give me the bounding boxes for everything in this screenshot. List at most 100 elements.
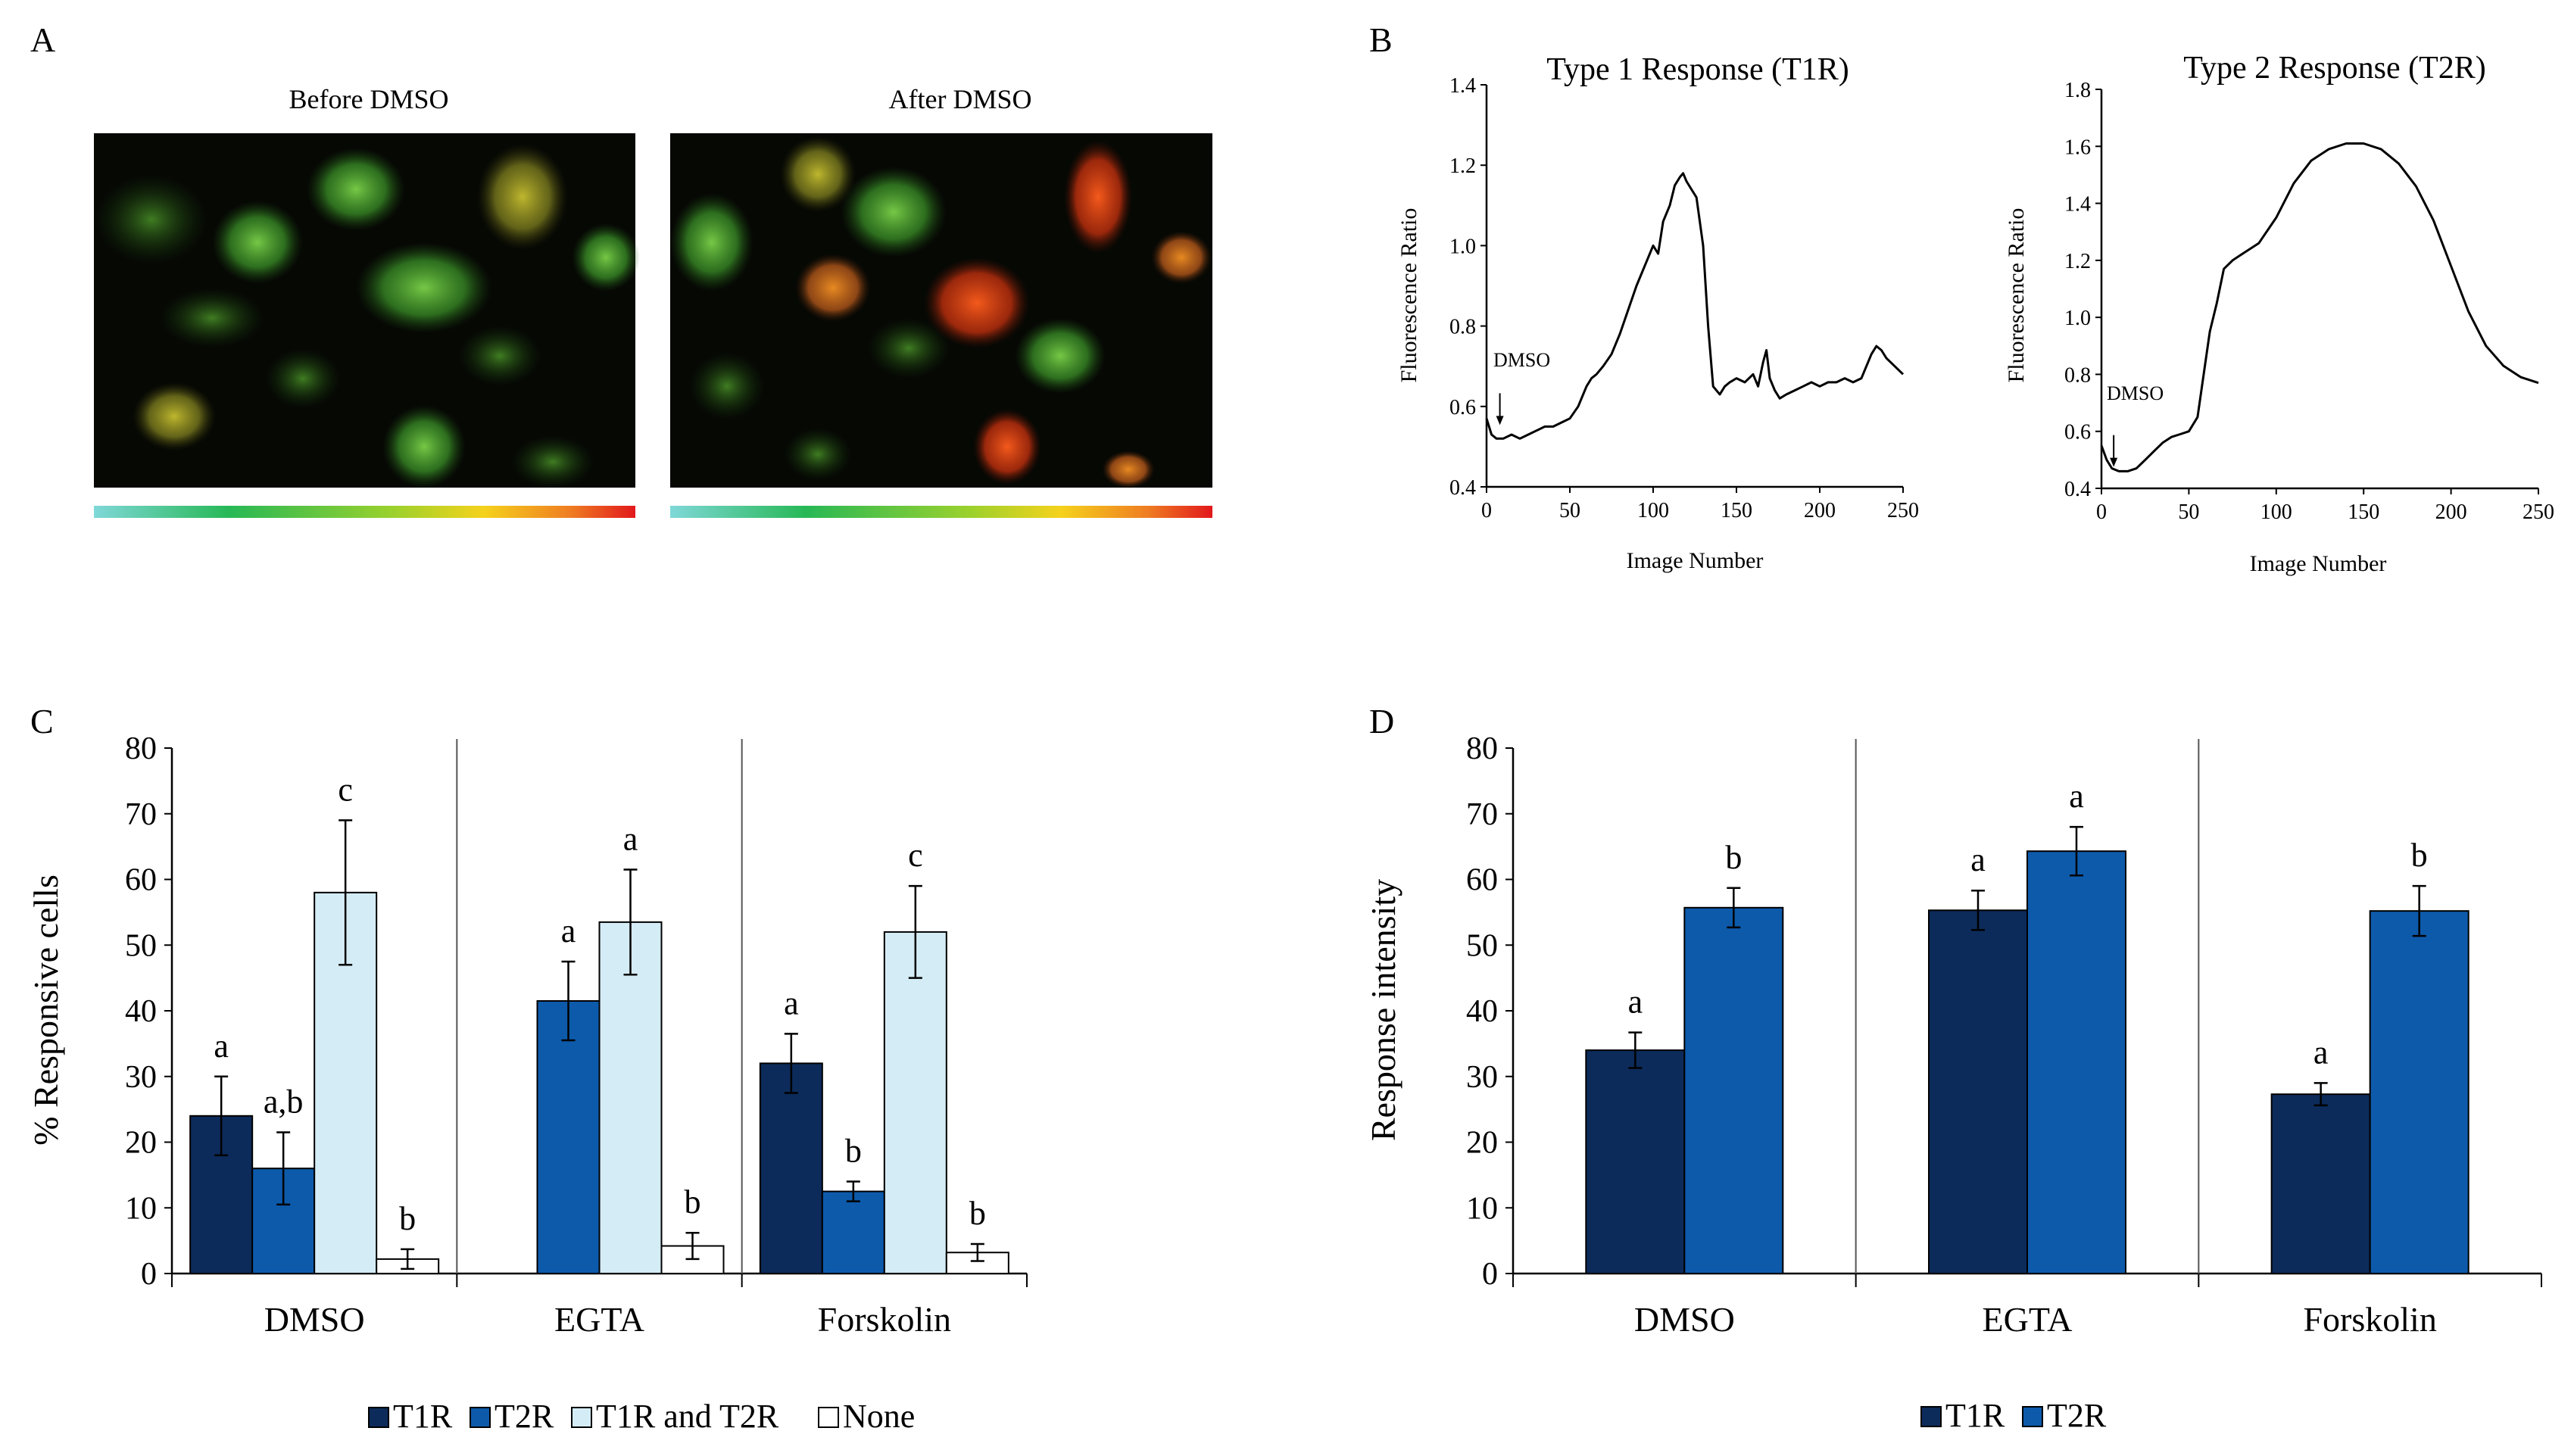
b2-y-tick-label: 1.6 — [2064, 136, 2091, 159]
c-legend-swatch — [818, 1407, 839, 1428]
panel-a-label: A — [30, 20, 55, 59]
b2-x-tick-label: 250 — [2523, 500, 2554, 524]
d-significance-letter: b — [1725, 839, 1742, 876]
c-legend-swatch — [368, 1407, 389, 1428]
b1-series-line — [1485, 172, 1905, 440]
b1-y-tick-label: 0.4 — [1449, 476, 1476, 500]
b2-series-line — [2100, 142, 2539, 472]
chart-d: Response intensity 0 10 20 30 40 50 60 70 80 DMSO… — [1364, 731, 2542, 1434]
c-bar-t1r-and-t2r — [883, 931, 947, 1275]
c-category-label: Forskolin — [818, 1300, 951, 1339]
b1-x-tick-label: 0 — [1481, 499, 1492, 522]
c-significance-letter: c — [338, 771, 353, 808]
after-dmso-title: After DMSO — [889, 84, 1032, 114]
d-category-label: Forskolin — [2303, 1300, 2436, 1339]
d-legend-swatch — [2022, 1406, 2043, 1427]
b1-annotation: DMSO — [1493, 349, 1550, 371]
before-colorbar — [94, 506, 635, 518]
c-legend-swatch — [470, 1407, 491, 1428]
c-y-tick-label: 30 — [125, 1060, 157, 1095]
b2-x-tick-label: 200 — [2435, 500, 2467, 524]
b2-x-label: Image Number — [2250, 551, 2387, 576]
chart-b1: Type 1 Response (T1R) Image Number Fluor… — [1396, 52, 1919, 573]
c-y-tick-label: 0 — [141, 1257, 157, 1292]
d-y-tick-label: 20 — [1466, 1126, 1498, 1161]
c-bar-t2r — [536, 999, 601, 1275]
b2-y-tick-label: 0.6 — [2064, 421, 2091, 444]
d-bar-t2r — [1683, 906, 1784, 1274]
d-y-tick-label: 10 — [1466, 1191, 1498, 1226]
b2-annotation-arrowhead — [2110, 457, 2118, 467]
c-significance-letter: b — [969, 1195, 986, 1232]
c-significance-letter: b — [399, 1200, 416, 1237]
b1-title: Type 1 Response (T1R) — [1546, 52, 1849, 87]
d-y-tick-label: 0 — [1482, 1257, 1498, 1292]
b1-x-tick-label: 50 — [1559, 499, 1580, 522]
d-significance-letter: a — [2313, 1034, 2329, 1071]
d-bar-t1r — [2270, 1093, 2371, 1274]
c-legend-label: T1R — [393, 1398, 453, 1435]
c-y-tick-label: 70 — [125, 797, 157, 832]
d-y-tick-label: 40 — [1466, 994, 1498, 1029]
d-legend-label: T2R — [2047, 1397, 2107, 1434]
after-dmso-image — [670, 133, 1212, 488]
b1-y-tick-label: 1.4 — [1449, 74, 1476, 98]
d-legend-swatch — [1920, 1406, 1942, 1427]
d-category-label: DMSO — [1634, 1300, 1735, 1339]
c-category-label: DMSO — [264, 1300, 365, 1339]
c-bar-t2r — [821, 1190, 885, 1274]
c-y-tick-label: 40 — [125, 994, 157, 1029]
b2-y-tick-label: 1.4 — [2064, 193, 2091, 217]
d-bar-t2r — [2369, 910, 2469, 1274]
c-y-tick-label: 20 — [125, 1126, 157, 1161]
c-y-label: % Responsive cells — [27, 875, 65, 1146]
c-significance-letter: c — [908, 837, 923, 874]
c-significance-letter: b — [845, 1133, 862, 1170]
d-y-tick-label: 30 — [1466, 1060, 1498, 1095]
d-category-label: EGTA — [1983, 1300, 2073, 1339]
c-significance-letter: a,b — [264, 1083, 304, 1120]
b2-y-tick-label: 1.0 — [2064, 307, 2091, 330]
c-y-tick-label: 80 — [125, 731, 157, 766]
d-bar-t1r — [1928, 909, 2028, 1274]
chart-c: % Responsive cells 0 10 20 30 40 50 60 70 80 DMSO… — [27, 731, 1028, 1435]
c-significance-letter: a — [214, 1027, 229, 1065]
d-significance-letter: a — [2069, 778, 2084, 815]
b1-y-tick-label: 1.2 — [1449, 154, 1476, 178]
before-dmso-title: Before DMSO — [289, 84, 449, 114]
c-significance-letter: b — [685, 1183, 701, 1221]
b1-y-tick-label: 0.8 — [1449, 316, 1476, 339]
d-bar-t2r — [2026, 850, 2126, 1274]
b2-x-tick-label: 100 — [2260, 500, 2292, 524]
d-y-tick-label: 50 — [1466, 928, 1498, 963]
c-y-tick-label: 60 — [125, 863, 157, 898]
d-y-label: Response intensity — [1364, 879, 1402, 1141]
b2-y-tick-label: 1.2 — [2064, 250, 2091, 273]
panel-d-label: D — [1369, 702, 1394, 740]
c-significance-letter: a — [623, 820, 638, 857]
panel-b-label: B — [1369, 20, 1393, 59]
c-legend-label: T2R — [495, 1398, 554, 1435]
b1-y-label: Fluorescence Ratio — [1396, 208, 1421, 383]
b1-x-tick-label: 150 — [1721, 499, 1752, 522]
before-dmso-image — [94, 133, 640, 488]
d-significance-letter: b — [2411, 837, 2428, 874]
c-y-tick-label: 50 — [125, 928, 157, 963]
panel-c-label: C — [30, 702, 54, 740]
c-category-label: EGTA — [554, 1300, 644, 1339]
after-colorbar — [670, 506, 1212, 518]
b2-y-tick-label: 1.8 — [2064, 79, 2091, 102]
b1-x-label: Image Number — [1627, 548, 1764, 573]
d-y-tick-label: 70 — [1466, 797, 1498, 832]
b2-y-tick-label: 0.8 — [2064, 363, 2091, 387]
b1-x-tick-label: 100 — [1637, 499, 1669, 522]
b1-x-tick-label: 200 — [1804, 499, 1836, 522]
b2-x-tick-label: 150 — [2348, 500, 2379, 524]
d-legend-label: T1R — [1945, 1397, 2005, 1434]
d-significance-letter: a — [1970, 841, 1986, 878]
d-bar-t1r — [1585, 1049, 1686, 1275]
d-y-tick-label: 80 — [1466, 731, 1498, 766]
b2-x-tick-label: 0 — [2096, 500, 2107, 524]
b1-annotation-arrowhead — [1496, 416, 1504, 426]
d-significance-letter: a — [1628, 984, 1643, 1021]
